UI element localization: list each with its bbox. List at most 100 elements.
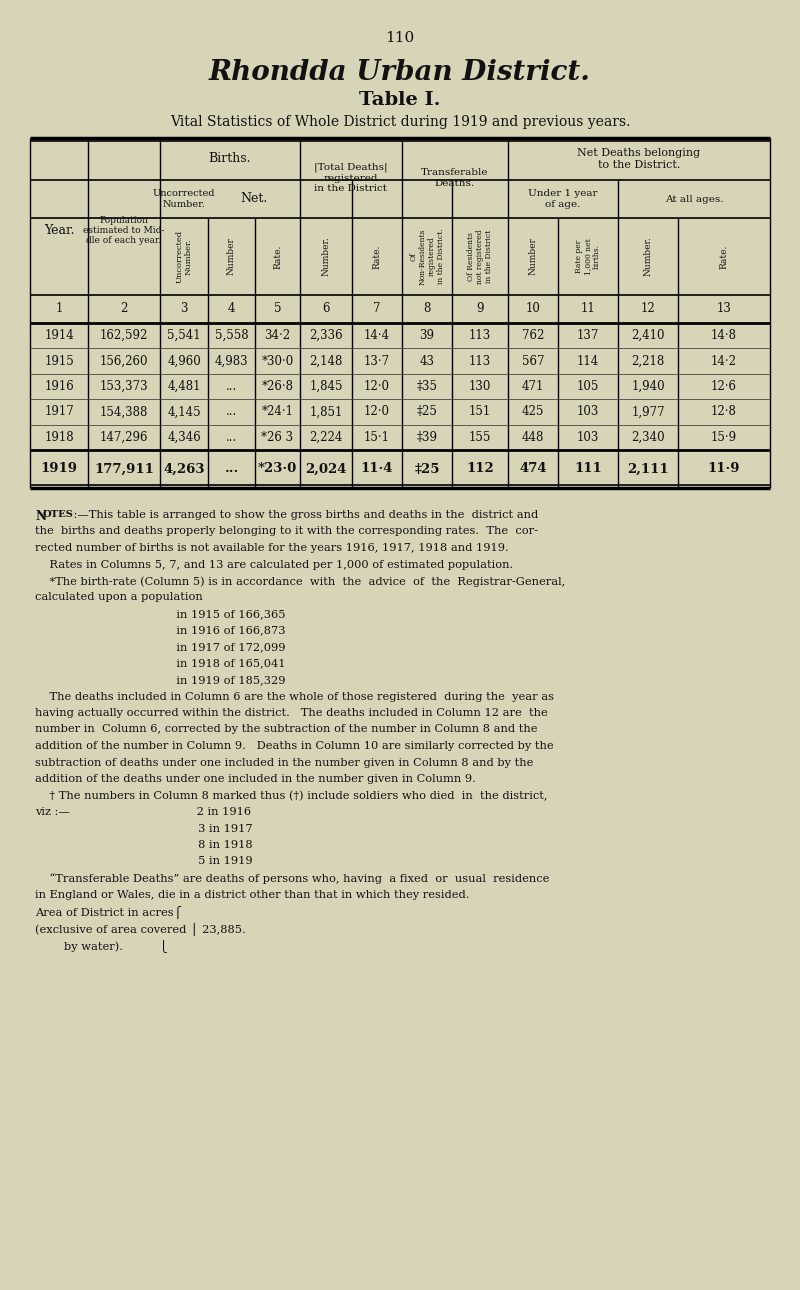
Text: 156,260: 156,260 bbox=[100, 355, 148, 368]
Text: Number.: Number. bbox=[322, 236, 330, 276]
Text: *23·0: *23·0 bbox=[258, 463, 297, 476]
Text: 12: 12 bbox=[641, 302, 655, 316]
Text: Uncorrected
Number.: Uncorrected Number. bbox=[175, 230, 193, 283]
Text: “Transferable Deaths” are deaths of persons who, having  a fixed  or  usual  res: “Transferable Deaths” are deaths of pers… bbox=[35, 873, 550, 884]
Text: 43: 43 bbox=[419, 355, 434, 368]
Text: the  births and deaths properly belonging to it with the corresponding rates.  T: the births and deaths properly belonging… bbox=[35, 526, 538, 537]
Text: 448: 448 bbox=[522, 431, 544, 444]
Text: 2,148: 2,148 bbox=[310, 355, 342, 368]
Text: Rates in Columns 5, 7, and 13 are calculated per 1,000 of estimated population.: Rates in Columns 5, 7, and 13 are calcul… bbox=[35, 560, 514, 569]
Text: subtraction of deaths under one included in the number given in Column 8 and by : subtraction of deaths under one included… bbox=[35, 757, 534, 768]
Text: 1916: 1916 bbox=[44, 381, 74, 393]
Text: *26 3: *26 3 bbox=[262, 431, 294, 444]
Text: 1,940: 1,940 bbox=[631, 381, 665, 393]
Text: Uncorrected
Number.: Uncorrected Number. bbox=[153, 190, 215, 209]
Text: 155: 155 bbox=[469, 431, 491, 444]
Text: ...: ... bbox=[226, 431, 237, 444]
Text: 567: 567 bbox=[522, 355, 544, 368]
Text: 4,481: 4,481 bbox=[167, 381, 201, 393]
Text: 425: 425 bbox=[522, 405, 544, 418]
Text: addition of the deaths under one included in the number given in Column 9.: addition of the deaths under one include… bbox=[35, 774, 476, 784]
Text: 4,263: 4,263 bbox=[163, 463, 205, 476]
Text: having actually occurred within the district.   The deaths included in Column 12: having actually occurred within the dist… bbox=[35, 708, 548, 719]
Text: 137: 137 bbox=[577, 329, 599, 342]
Text: 5,541: 5,541 bbox=[167, 329, 201, 342]
Text: *24·1: *24·1 bbox=[262, 405, 294, 418]
Text: Births.: Births. bbox=[209, 152, 251, 165]
Text: 111: 111 bbox=[574, 463, 602, 476]
Text: N: N bbox=[35, 510, 46, 522]
Text: 1: 1 bbox=[55, 302, 62, 316]
Text: 14·8: 14·8 bbox=[711, 329, 737, 342]
Text: in England or Wales, die in a district other than that in which they resided.: in England or Wales, die in a district o… bbox=[35, 890, 470, 899]
Text: 162,592: 162,592 bbox=[100, 329, 148, 342]
Text: 8 in 1918: 8 in 1918 bbox=[35, 840, 253, 850]
Text: 105: 105 bbox=[577, 381, 599, 393]
Text: 1,851: 1,851 bbox=[310, 405, 342, 418]
Text: ...: ... bbox=[226, 405, 237, 418]
Text: ‡35: ‡35 bbox=[417, 381, 438, 393]
Text: 8: 8 bbox=[423, 302, 430, 316]
Text: 6: 6 bbox=[322, 302, 330, 316]
Text: † The numbers in Column 8 marked thus (†) include soldiers who died  in  the dis: † The numbers in Column 8 marked thus (†… bbox=[35, 791, 547, 801]
Text: 10: 10 bbox=[526, 302, 541, 316]
Text: *30·0: *30·0 bbox=[262, 355, 294, 368]
Text: Under 1 year
of age.: Under 1 year of age. bbox=[528, 190, 598, 209]
Text: Population
estimated to Mid-
dle of each year.: Population estimated to Mid- dle of each… bbox=[83, 215, 165, 245]
Text: ...: ... bbox=[224, 463, 238, 476]
Text: *The birth-rate (Column 5) is in accordance  with  the  advice  of  the  Registr: *The birth-rate (Column 5) is in accorda… bbox=[35, 577, 566, 587]
Text: Net Deaths belonging
to the District.: Net Deaths belonging to the District. bbox=[578, 148, 701, 170]
Text: 4: 4 bbox=[228, 302, 235, 316]
Text: 110: 110 bbox=[386, 31, 414, 45]
Text: 5,558: 5,558 bbox=[214, 329, 248, 342]
Text: Transferable
Deaths.: Transferable Deaths. bbox=[422, 168, 489, 188]
Text: 2,024: 2,024 bbox=[306, 463, 346, 476]
Text: 2: 2 bbox=[120, 302, 128, 316]
Text: addition of the number in Column 9.   Deaths in Column 10 are similarly correcte: addition of the number in Column 9. Deat… bbox=[35, 740, 554, 751]
Text: 154,388: 154,388 bbox=[100, 405, 148, 418]
Text: Table I.: Table I. bbox=[359, 92, 441, 108]
Text: 14·4: 14·4 bbox=[364, 329, 390, 342]
Text: in 1915 of 166,365: in 1915 of 166,365 bbox=[35, 609, 286, 619]
Text: 1919: 1919 bbox=[41, 463, 78, 476]
Text: rected number of births is not available for the years 1916, 1917, 1918 and 1919: rected number of births is not available… bbox=[35, 543, 509, 553]
Text: 12·0: 12·0 bbox=[364, 405, 390, 418]
Text: Net.: Net. bbox=[240, 192, 268, 205]
Text: 9: 9 bbox=[476, 302, 484, 316]
Text: Number: Number bbox=[227, 237, 236, 276]
Text: 39: 39 bbox=[419, 329, 434, 342]
Text: 177,911: 177,911 bbox=[94, 463, 154, 476]
Text: Of Residents
not registered
in the District: Of Residents not registered in the Distr… bbox=[467, 230, 493, 284]
Text: 11·4: 11·4 bbox=[361, 463, 394, 476]
Text: 14·2: 14·2 bbox=[711, 355, 737, 368]
Text: 762: 762 bbox=[522, 329, 544, 342]
Text: |Total Deaths|
registered
in the District: |Total Deaths| registered in the Distric… bbox=[314, 163, 388, 193]
Text: 2,224: 2,224 bbox=[310, 431, 342, 444]
Text: in 1918 of 165,041: in 1918 of 165,041 bbox=[35, 658, 286, 668]
Text: Number: Number bbox=[529, 237, 538, 276]
Text: ‡25: ‡25 bbox=[414, 463, 440, 476]
Text: Rate.: Rate. bbox=[273, 244, 282, 268]
Text: 15·9: 15·9 bbox=[711, 431, 737, 444]
Text: 5: 5 bbox=[274, 302, 282, 316]
Text: 2,336: 2,336 bbox=[309, 329, 343, 342]
Text: 1918: 1918 bbox=[44, 431, 74, 444]
Text: 1917: 1917 bbox=[44, 405, 74, 418]
Text: viz :—                                   2 in 1916: viz :— 2 in 1916 bbox=[35, 808, 251, 817]
Text: Area of District in acres⎧: Area of District in acres⎧ bbox=[35, 906, 182, 918]
Text: 1914: 1914 bbox=[44, 329, 74, 342]
Text: The deaths included in Column 6 are the whole of those registered  during the  y: The deaths included in Column 6 are the … bbox=[35, 691, 554, 702]
Text: Year.: Year. bbox=[44, 224, 74, 237]
Text: 12·6: 12·6 bbox=[711, 381, 737, 393]
Text: 3 in 1917: 3 in 1917 bbox=[35, 823, 253, 833]
Text: 113: 113 bbox=[469, 355, 491, 368]
Text: Number.: Number. bbox=[643, 236, 653, 276]
Text: 34·2: 34·2 bbox=[265, 329, 290, 342]
Text: number in  Column 6, corrected by the subtraction of the number in Column 8 and : number in Column 6, corrected by the sub… bbox=[35, 725, 538, 734]
Text: 12·8: 12·8 bbox=[711, 405, 737, 418]
Text: 4,960: 4,960 bbox=[167, 355, 201, 368]
Text: 15·1: 15·1 bbox=[364, 431, 390, 444]
Text: *26·8: *26·8 bbox=[262, 381, 294, 393]
Text: 2,340: 2,340 bbox=[631, 431, 665, 444]
Text: 2,410: 2,410 bbox=[631, 329, 665, 342]
